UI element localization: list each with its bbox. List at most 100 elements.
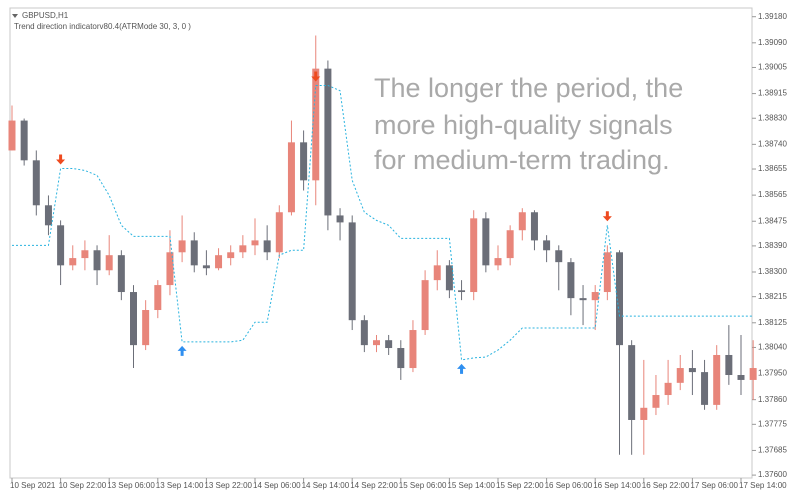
x-tick-label: 14 Sep 14:00: [302, 481, 350, 490]
y-tick-label: 1.38740: [758, 139, 787, 148]
x-tick-label: 14 Sep 22:00: [350, 481, 398, 490]
candle-body: [202, 265, 210, 269]
candle-body: [312, 68, 320, 181]
candle-body: [263, 240, 271, 253]
candle-body: [567, 262, 575, 299]
annotation: more high-quality signals: [374, 110, 673, 140]
candle-body: [652, 395, 660, 408]
y-tick-label: 1.39180: [758, 12, 787, 21]
buy-arrow: [177, 345, 187, 356]
candle-body: [737, 375, 745, 380]
candle-body: [44, 205, 52, 226]
sell-arrow: [602, 211, 612, 222]
x-tick-label: 16 Sep 06:00: [545, 481, 593, 490]
y-tick-label: 1.37860: [758, 395, 787, 404]
trend-line: [12, 84, 754, 361]
candle-body: [190, 240, 198, 266]
candle-body: [518, 212, 526, 231]
candle-body: [142, 310, 150, 346]
candle-body: [628, 345, 636, 420]
candle-body: [215, 255, 223, 269]
x-tick-label: 10 Sep 22:00: [59, 481, 107, 490]
x-tick-label: 17 Sep 14:00: [739, 481, 787, 490]
y-tick-label: 1.37685: [758, 446, 787, 455]
candle-body: [57, 225, 65, 266]
candle-body: [227, 252, 235, 259]
candle-body: [640, 407, 648, 420]
candle-body: [445, 265, 453, 291]
candle-body: [409, 330, 417, 369]
candle-body: [749, 368, 757, 380]
y-tick-label: 1.38915: [758, 89, 787, 98]
candle-body: [470, 218, 478, 293]
candle-body: [458, 290, 466, 293]
indicator-name: Trend direction indicatorv80.4(ATRMode 3…: [14, 22, 191, 31]
candle-body: [251, 240, 259, 246]
candle-body: [616, 252, 623, 346]
y-tick-label: 1.37775: [758, 419, 787, 428]
candle-body: [93, 250, 101, 271]
candle-body: [543, 240, 551, 251]
candle-body: [32, 160, 40, 206]
y-tick-label: 1.37600: [758, 470, 787, 479]
plot-border: [9, 7, 753, 479]
sell-arrow: [311, 71, 321, 82]
sell-arrow: [56, 154, 66, 165]
x-tick-label: 13 Sep 14:00: [156, 481, 204, 490]
candle-body: [69, 258, 77, 266]
candle-body: [178, 240, 186, 253]
candle-body: [421, 280, 429, 331]
candle-body: [494, 258, 502, 266]
y-tick-label: 1.39090: [758, 38, 787, 47]
candle-body: [688, 368, 696, 373]
candle-body: [530, 212, 538, 241]
y-tick-label: 1.38655: [758, 164, 787, 173]
candle-body: [8, 120, 16, 151]
candle-body: [20, 120, 28, 161]
x-tick-label: 10 Sep 2021: [10, 481, 56, 490]
annotation: The longer the period, the: [374, 73, 683, 103]
y-tick-label: 1.38390: [758, 241, 787, 250]
y-tick-label: 1.39005: [758, 63, 787, 72]
candle-body: [664, 382, 672, 396]
candle-body: [482, 218, 490, 266]
y-tick-label: 1.38565: [758, 190, 787, 199]
candle-body: [130, 292, 137, 346]
y-tick-label: 1.38125: [758, 318, 787, 327]
candle-body: [603, 252, 611, 293]
candle-body: [373, 340, 380, 346]
candle-body: [713, 354, 721, 405]
candle-body: [324, 68, 332, 216]
y-tick-label: 1.37950: [758, 369, 787, 378]
candle-body: [300, 142, 308, 181]
x-tick-label: 13 Sep 06:00: [107, 481, 155, 490]
candle-body: [555, 250, 563, 263]
candle-body: [81, 250, 89, 259]
candle-body: [336, 215, 344, 223]
x-tick-label: 13 Sep 22:00: [204, 481, 252, 490]
candle-body: [701, 372, 709, 405]
x-tick-label: 15 Sep 14:00: [447, 481, 495, 490]
y-tick-label: 1.38830: [758, 113, 787, 122]
candle-body: [725, 354, 733, 376]
chart-symbol: GBPUSD,H1: [22, 11, 69, 20]
candle-body: [275, 212, 283, 253]
candle-body: [360, 320, 368, 346]
candle-body: [579, 298, 587, 301]
candle-body: [117, 255, 125, 293]
candle-body: [239, 245, 247, 253]
buy-arrow: [457, 363, 467, 374]
candle-body: [166, 252, 174, 286]
y-tick-label: 1.38040: [758, 343, 787, 352]
candle-body: [506, 230, 514, 259]
candle-body: [154, 285, 162, 311]
candle-body: [348, 222, 356, 321]
candle-body: [433, 265, 441, 281]
x-tick-label: 16 Sep 22:00: [642, 481, 690, 490]
x-tick-label: 17 Sep 06:00: [690, 481, 738, 490]
candle-body: [385, 340, 393, 349]
x-tick-label: 15 Sep 06:00: [399, 481, 447, 490]
y-tick-label: 1.38300: [758, 267, 787, 276]
x-tick-label: 16 Sep 14:00: [593, 481, 641, 490]
